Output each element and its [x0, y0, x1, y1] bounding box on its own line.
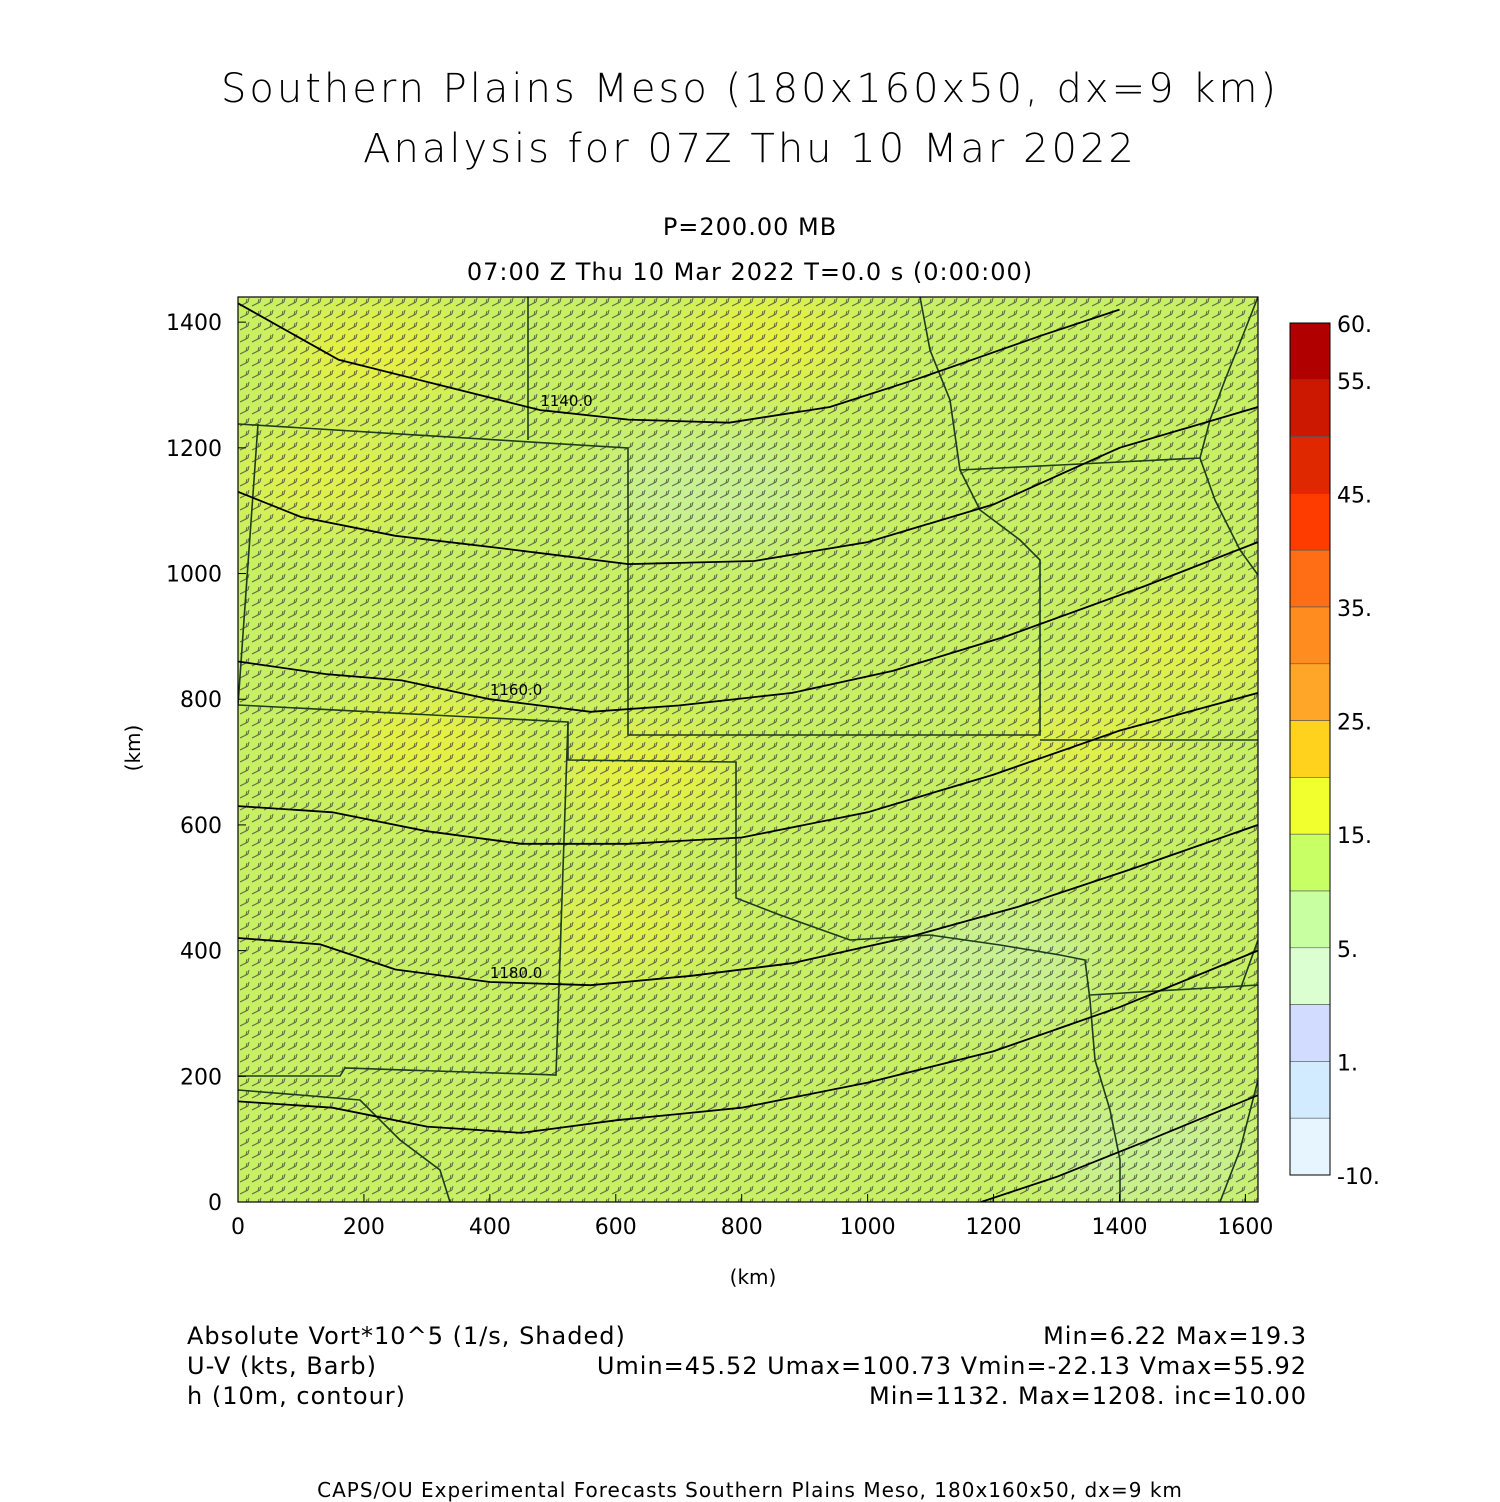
pressure-level: P=200.00 MB: [662, 213, 838, 241]
state-boundary-line: [1219, 1079, 1258, 1202]
state-boundary-line: [1239, 939, 1258, 991]
chart-subtitle: Analysis for 07Z Thu 10 Mar 2022: [363, 126, 1137, 172]
y-tick-label: 1000: [166, 563, 222, 588]
height-contour: [980, 1094, 1258, 1202]
y-tick-label: 400: [180, 940, 222, 965]
vorticity-chart: 1140.0 1160.0 1180.0 0 200 400 600 800 1000 1200…: [121, 296, 1380, 1289]
chart-title: Southern Plains Meso (180x160x50, dx=9 k…: [220, 66, 1280, 112]
state-boundaries: [238, 297, 1258, 1202]
y-axis-label: (km): [121, 725, 145, 772]
state-boundary-line: [1209, 297, 1258, 421]
colorbar-segment: [1289, 549, 1331, 608]
plot-frame: [237, 296, 1259, 1203]
legend-contour-stats: Min=1132. Max=1208. inc=10.00: [869, 1382, 1307, 1410]
height-contour: [238, 824, 1258, 987]
contour-label: 1160.0: [490, 681, 542, 699]
x-tick-label: 800: [721, 1215, 763, 1240]
colorbar-segment: [1289, 493, 1331, 551]
legend-shaded-stats: Min=6.22 Max=19.3: [1043, 1322, 1307, 1350]
state-boundary-line: [1089, 984, 1258, 996]
colorbar-segment: [1289, 606, 1331, 665]
state-boundary-line: [238, 721, 569, 1077]
height-contour: [238, 406, 1258, 566]
colorbar-segment: [1289, 1061, 1331, 1119]
colorbar-segment: [1289, 777, 1331, 835]
x-tick-label: 600: [595, 1215, 637, 1240]
colorbar-frame: [1289, 322, 1331, 1176]
state-boundary-line: [1199, 457, 1258, 576]
colorbar-segment: [1289, 947, 1331, 1005]
legend-contour-label: h (10m, contour): [187, 1382, 407, 1410]
x-tick-label: 1000: [840, 1215, 896, 1240]
height-contour: [238, 302, 1120, 424]
legend-barb-stats: Umin=45.52 Umax=100.73 Vmin=-22.13 Vmax=…: [596, 1352, 1307, 1380]
colorbar-segment: [1289, 322, 1331, 381]
state-boundary-line: [238, 1089, 451, 1202]
colorbar-segment: [1289, 663, 1331, 721]
height-contours: [238, 302, 1258, 1202]
state-boundary-line: [238, 423, 1041, 736]
state-boundary-line: [1059, 954, 1121, 1202]
x-tick-label: 1200: [966, 1215, 1022, 1240]
x-tick-label: 0: [231, 1215, 245, 1240]
height-contour: [238, 541, 1258, 713]
y-tick-label: 1200: [166, 437, 222, 462]
y-tick-label: 600: [180, 814, 222, 839]
colorbar-label: 5.: [1337, 938, 1358, 963]
colorbar-segment: [1289, 1117, 1331, 1176]
y-tick-label: 200: [180, 1065, 222, 1090]
colorbar-segment: [1289, 379, 1331, 437]
height-contour: [238, 949, 1258, 1134]
x-tick-label: 400: [469, 1215, 511, 1240]
colorbar-segment: [1289, 890, 1331, 949]
colorbar-label: 60.: [1337, 313, 1372, 338]
colorbar-segment: [1289, 1004, 1331, 1062]
state-boundary-line: [238, 423, 259, 706]
x-axis-label: (km): [730, 1265, 777, 1289]
y-tick-label: 800: [180, 688, 222, 713]
colorbar-label: 15.: [1337, 824, 1372, 849]
colorbar-label: 35.: [1337, 597, 1372, 622]
legend-barb-label: U-V (kts, Barb): [187, 1352, 377, 1380]
contour-label: 1140.0: [540, 392, 593, 410]
colorbar-segment: [1289, 436, 1331, 494]
contour-label: 1180.0: [490, 964, 542, 982]
colorbar-segment: [1289, 833, 1331, 892]
state-boundary-line: [919, 297, 1041, 720]
x-tick-label: 1600: [1217, 1215, 1273, 1240]
colorbar-label: -10.: [1337, 1165, 1380, 1190]
height-contour: [238, 692, 1258, 845]
wind-barb-field: [238, 297, 1258, 1202]
y-tick-label: 1400: [166, 311, 222, 336]
x-tick-label: 200: [343, 1215, 385, 1240]
y-tick-label: 0: [208, 1191, 222, 1216]
footer-credit: CAPS/OU Experimental Forecasts Southern …: [317, 1478, 1183, 1502]
colorbar-label: 1.: [1337, 1051, 1358, 1076]
x-tick-label: 1400: [1091, 1215, 1147, 1240]
colorbar-label: 45.: [1337, 483, 1372, 508]
colorbar-segment: [1289, 720, 1331, 778]
legend-shaded-label: Absolute Vort*10^5 (1/s, Shaded): [187, 1322, 626, 1350]
valid-time: 07:00 Z Thu 10 Mar 2022 T=0.0 s (0:00:00…: [466, 258, 1034, 286]
colorbar-label: 55.: [1337, 370, 1372, 395]
colorbar-label: 25.: [1337, 711, 1372, 736]
